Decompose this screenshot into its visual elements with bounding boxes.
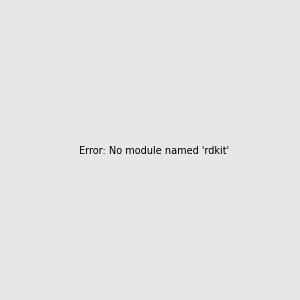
Text: Error: No module named 'rdkit': Error: No module named 'rdkit' bbox=[79, 146, 229, 157]
